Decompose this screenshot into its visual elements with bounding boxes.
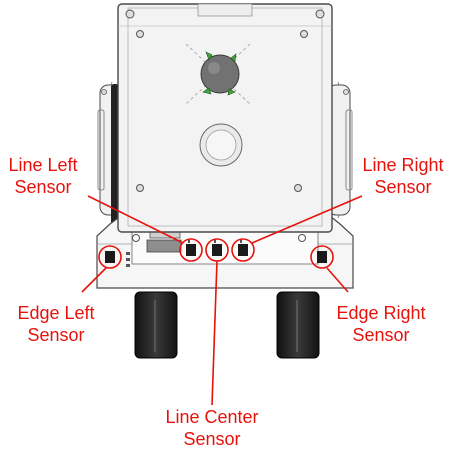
edge-left-sensor-chip (105, 251, 115, 263)
line-right-sensor-chip (238, 239, 248, 256)
edge-right-label-line2: Sensor (352, 325, 410, 345)
edge-right-sensor-chip (317, 251, 327, 263)
screws (101, 9, 349, 192)
line-center-sensor-label: Line Center Sensor (150, 406, 274, 450)
line-right-label-line1: Line Right (362, 155, 444, 175)
caster-hole (199, 123, 243, 167)
right-wheel (276, 291, 320, 359)
edge-left-leader (81, 267, 107, 293)
edge-right-leader (326, 267, 349, 293)
line-center-sensor-chip (212, 239, 222, 256)
edge-right-sensor-highlight (310, 245, 334, 269)
line-left-sensor-label: Line Left Sensor (0, 154, 86, 198)
line-left-leader (87, 195, 184, 244)
edge-left-sensor-highlight (98, 245, 122, 269)
line-center-label-line1: Line Center (165, 407, 259, 427)
line-right-sensor-label: Line Right Sensor (358, 154, 448, 198)
line-right-sensor-highlight (231, 238, 255, 262)
edge-left-label-line2: Sensor (27, 325, 85, 345)
line-left-sensor-chip (186, 239, 196, 256)
line-left-label-line1: Line Left (8, 155, 78, 175)
line-left-sensor-highlight (179, 238, 203, 262)
edge-right-label-line1: Edge Right (336, 303, 426, 323)
main-plate (117, 3, 333, 233)
left-wheel (134, 291, 178, 359)
edge-right-sensor-label: Edge Right Sensor (326, 302, 436, 346)
line-center-leader (211, 260, 218, 406)
edge-left-sensor-label: Edge Left Sensor (6, 302, 106, 346)
line-right-label-line2: Sensor (374, 177, 432, 197)
line-left-label-line2: Sensor (14, 177, 72, 197)
line-right-leader (251, 195, 363, 244)
edge-left-label-line1: Edge Left (17, 303, 95, 323)
line-center-label-line2: Sensor (183, 429, 241, 449)
motor (185, 43, 251, 105)
